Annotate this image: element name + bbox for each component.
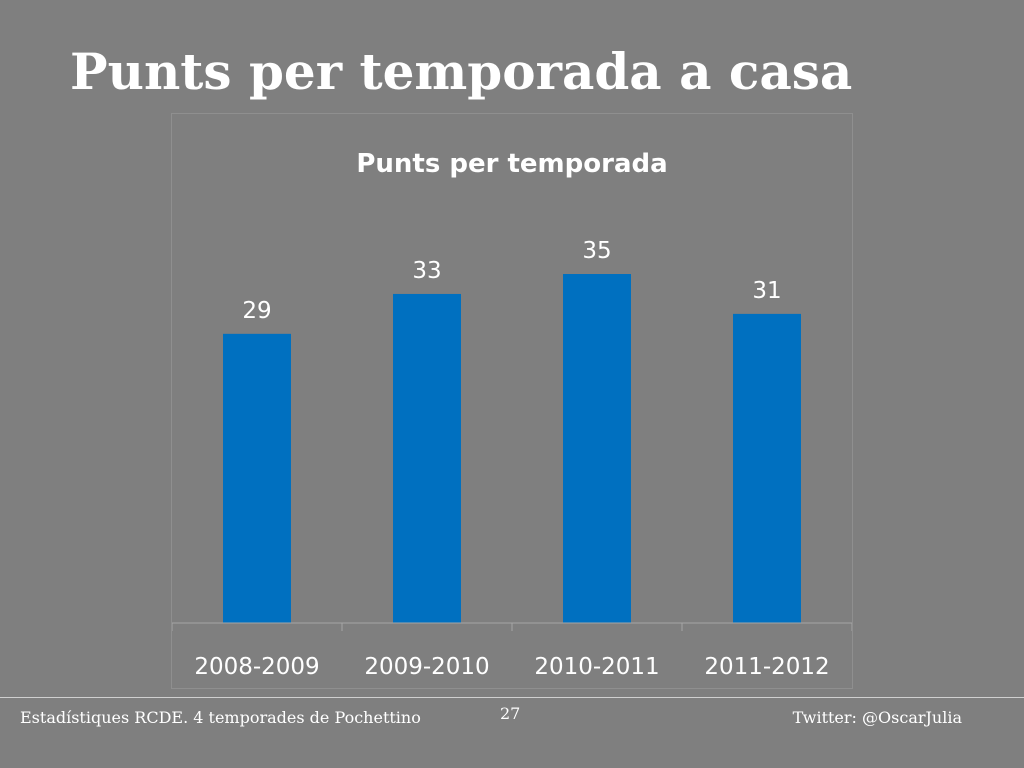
- slide-title: Punts per temporada a casa: [70, 42, 853, 101]
- bar-2010-2011: [563, 274, 631, 623]
- data-label-2011-2012: 31: [752, 278, 781, 304]
- footer-left-text: Estadístiques RCDE. 4 temporades de Poch…: [20, 708, 421, 727]
- x-tick-label-2010-2011: 2010-2011: [534, 654, 659, 680]
- x-tick-label-2011-2012: 2011-2012: [704, 654, 829, 680]
- x-tick-label-2008-2009: 2008-2009: [194, 654, 319, 680]
- page-number: 27: [500, 704, 521, 723]
- chart-title: Punts per temporada: [356, 149, 667, 179]
- data-label-2009-2010: 33: [412, 258, 441, 284]
- x-tick-label-2009-2010: 2009-2010: [364, 654, 489, 680]
- bar-2011-2012: [733, 313, 801, 623]
- data-label-2010-2011: 35: [582, 238, 611, 264]
- chart-area: Punts per temporada 29 33 35 31 2008-2009 20…: [171, 113, 853, 689]
- bar-chart: Punts per temporada 29 33 35 31 2008-2009 20…: [172, 149, 852, 680]
- footer-twitter-handle: Twitter: @OscarJulia: [792, 708, 962, 727]
- footer-divider: [0, 697, 1024, 698]
- bar-2009-2010: [393, 293, 461, 623]
- bar-2008-2009: [223, 333, 291, 623]
- data-label-2008-2009: 29: [242, 298, 271, 324]
